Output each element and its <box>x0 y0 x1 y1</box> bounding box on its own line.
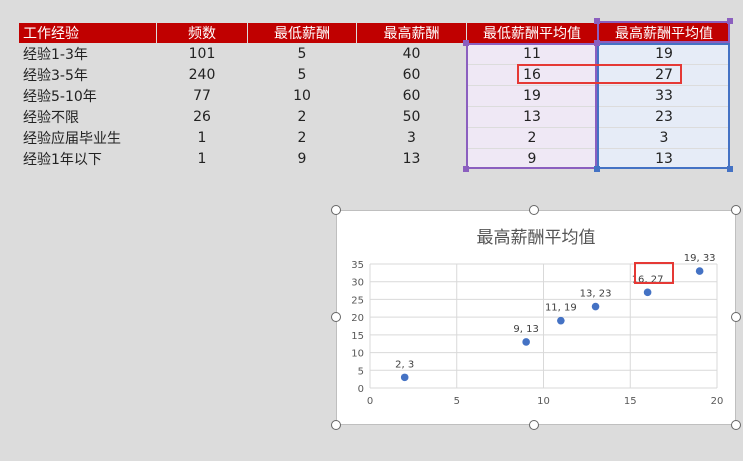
grid-line <box>156 0 157 461</box>
data-table: 工作经验 频数 最低薪酬 最高薪酬 最低薪酬平均值 最高薪酬平均值 经验1-3年… <box>18 22 731 170</box>
range-handle[interactable] <box>463 166 469 172</box>
range-handle[interactable] <box>727 18 733 24</box>
cell[interactable]: 经验应届毕业生 <box>18 127 157 149</box>
cell[interactable]: 240 <box>156 64 248 86</box>
cell[interactable]: 10 <box>247 85 357 107</box>
chart-resize-handle[interactable] <box>331 312 341 322</box>
grid-line <box>247 0 248 461</box>
header-cell[interactable]: 最低薪酬平均值 <box>466 22 598 44</box>
cell[interactable]: 9 <box>466 148 598 170</box>
cell[interactable]: 60 <box>356 64 467 86</box>
cell[interactable]: 101 <box>156 43 248 65</box>
cell[interactable]: 3 <box>597 127 731 149</box>
range-handle[interactable] <box>594 166 600 172</box>
cell[interactable]: 13 <box>597 148 731 170</box>
cell[interactable]: 5 <box>247 43 357 65</box>
x-tick-label: 20 <box>711 396 724 407</box>
header-row: 工作经验 频数 最低薪酬 最高薪酬 最低薪酬平均值 最高薪酬平均值 <box>18 22 731 44</box>
cell[interactable]: 60 <box>356 85 467 107</box>
table-row: 经验3-5年 240 5 60 16 27 <box>18 64 731 86</box>
y-tick-label: 30 <box>351 278 364 289</box>
cell[interactable]: 26 <box>156 106 248 128</box>
chart-resize-handle[interactable] <box>731 420 741 430</box>
chart-resize-handle[interactable] <box>331 420 341 430</box>
table-row: 经验应届毕业生 1 2 3 2 3 <box>18 127 731 149</box>
data-label: 13, 23 <box>580 289 612 300</box>
y-tick-label: 15 <box>351 331 364 342</box>
data-point[interactable] <box>695 267 704 275</box>
x-tick-label: 0 <box>367 396 373 407</box>
cell[interactable]: 23 <box>597 106 731 128</box>
scatter-chart[interactable]: 最高薪酬平均值 0 5 10 15 20 25 30 35 0 5 10 15 20 11, 19 16, … <box>336 210 736 425</box>
y-tick-label: 20 <box>351 313 364 324</box>
data-point[interactable] <box>522 338 530 346</box>
header-cell[interactable]: 工作经验 <box>18 22 157 44</box>
chart-resize-handle[interactable] <box>731 205 741 215</box>
y-tick-label: 35 <box>351 260 364 271</box>
range-handle[interactable] <box>594 40 600 46</box>
chart-resize-handle[interactable] <box>731 312 741 322</box>
cell[interactable]: 2 <box>466 127 598 149</box>
cell[interactable]: 33 <box>597 85 731 107</box>
data-point[interactable] <box>643 288 652 297</box>
cell[interactable]: 经验1年以下 <box>18 148 157 170</box>
y-tick-label: 5 <box>358 366 364 377</box>
cell[interactable]: 经验5-10年 <box>18 85 157 107</box>
cell[interactable]: 40 <box>356 43 467 65</box>
cell[interactable]: 19 <box>597 43 731 65</box>
data-label: 11, 19 <box>545 303 577 314</box>
data-label: 16, 27 <box>632 274 664 285</box>
cell[interactable]: 5 <box>247 64 357 86</box>
table-row: 经验不限 26 2 50 13 23 <box>18 106 731 128</box>
cell[interactable]: 经验1-3年 <box>18 43 157 65</box>
chart-title: 最高薪酬平均值 <box>476 228 596 248</box>
chart-resize-handle[interactable] <box>529 420 539 430</box>
chart-plot: 0 5 10 15 20 25 30 35 0 5 10 15 20 11, 19 16, 27 19, 33… <box>351 253 724 407</box>
cell[interactable]: 13 <box>466 106 598 128</box>
y-tick-label: 0 <box>358 384 364 395</box>
cell[interactable]: 77 <box>156 85 248 107</box>
table-row: 经验1年以下 1 9 13 9 13 <box>18 148 731 170</box>
cell[interactable]: 9 <box>247 148 357 170</box>
cell[interactable]: 2 <box>247 106 357 128</box>
cell[interactable]: 16 <box>466 64 598 86</box>
data-point[interactable] <box>591 302 600 311</box>
chart-resize-handle[interactable] <box>529 205 539 215</box>
x-tick-label: 5 <box>454 396 460 407</box>
y-tick-label: 25 <box>351 295 364 306</box>
header-cell[interactable]: 最低薪酬 <box>247 22 357 44</box>
cell[interactable]: 19 <box>466 85 598 107</box>
data-point[interactable] <box>557 316 565 325</box>
data-label: 9, 13 <box>513 324 538 335</box>
data-label: 19, 33 <box>684 253 716 264</box>
x-tick-label: 15 <box>624 396 637 407</box>
data-label: 2, 3 <box>395 359 414 370</box>
range-handle[interactable] <box>463 40 469 46</box>
cell[interactable]: 13 <box>356 148 467 170</box>
header-cell[interactable]: 最高薪酬 <box>356 22 467 44</box>
range-handle[interactable] <box>727 166 733 172</box>
data-point[interactable] <box>400 373 409 382</box>
cell[interactable]: 1 <box>156 127 248 149</box>
y-tick-label: 10 <box>351 349 364 360</box>
cell[interactable]: 1 <box>156 148 248 170</box>
range-handle[interactable] <box>594 18 600 24</box>
chart-resize-handle[interactable] <box>331 205 341 215</box>
cell[interactable]: 50 <box>356 106 467 128</box>
x-tick-label: 10 <box>537 396 550 407</box>
header-cell[interactable]: 频数 <box>156 22 248 44</box>
header-cell[interactable]: 最高薪酬平均值 <box>597 22 731 44</box>
cell[interactable]: 27 <box>597 64 731 86</box>
table-row: 经验1-3年 101 5 40 11 19 <box>18 43 731 65</box>
cell[interactable]: 经验不限 <box>18 106 157 128</box>
cell[interactable]: 11 <box>466 43 598 65</box>
cell[interactable]: 3 <box>356 127 467 149</box>
cell[interactable]: 2 <box>247 127 357 149</box>
table-row: 经验5-10年 77 10 60 19 33 <box>18 85 731 107</box>
cell[interactable]: 经验3-5年 <box>18 64 157 86</box>
